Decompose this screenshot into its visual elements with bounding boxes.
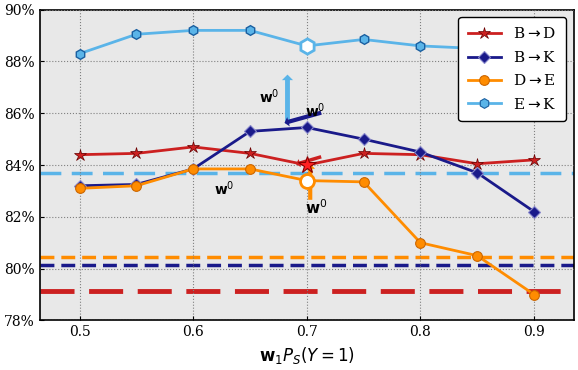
Text: $\mathbf{w}^0$: $\mathbf{w}^0$ <box>214 179 234 198</box>
X-axis label: $\mathbf{w}_1P_S(Y=1)$: $\mathbf{w}_1P_S(Y=1)$ <box>259 345 355 366</box>
Text: $\mathbf{w}^0$: $\mathbf{w}^0$ <box>305 199 327 217</box>
Text: $\mathbf{w}^0$: $\mathbf{w}^0$ <box>305 101 325 120</box>
Legend: B$\rightarrow$D, B$\rightarrow$K, D$\rightarrow$E, E$\rightarrow$K: B$\rightarrow$D, B$\rightarrow$K, D$\rig… <box>458 17 566 121</box>
Text: $\mathbf{w}^0$: $\mathbf{w}^0$ <box>259 87 280 106</box>
